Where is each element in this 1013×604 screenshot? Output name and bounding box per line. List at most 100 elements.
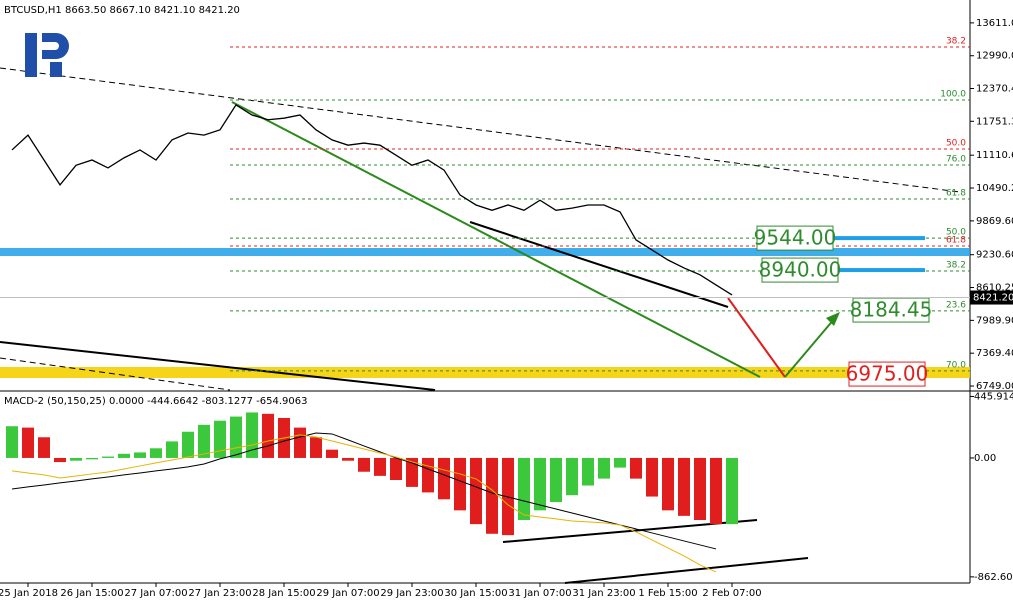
fib-label: 38.2: [946, 36, 966, 46]
histogram-bar: [534, 457, 546, 511]
histogram-bar: [678, 457, 690, 516]
forecast-arrow: [784, 317, 836, 378]
indicator-line: [11, 434, 717, 573]
histogram-bar: [374, 457, 386, 476]
trend-line: [469, 221, 729, 308]
level-marker: [836, 268, 925, 273]
histogram-bar: [630, 457, 642, 479]
resistance-band: [0, 248, 970, 256]
y-tick-label: 7989.90: [976, 315, 1013, 326]
histogram-bar: [294, 427, 306, 458]
price-box-label: 8940.00: [759, 258, 842, 282]
fib-label: 50.0: [946, 228, 966, 238]
histogram-bar: [470, 457, 482, 525]
fib-label: 100.0: [940, 89, 966, 99]
price-box: [761, 257, 839, 283]
histogram-bar: [614, 457, 626, 468]
fib-label: 38.2: [946, 260, 966, 270]
x-tick-label: 1 Feb 15:00: [638, 588, 697, 599]
y-tick-label: 6749.00: [976, 381, 1013, 392]
histogram-bar: [342, 457, 354, 461]
y-tick-label: 9869.60: [976, 216, 1013, 227]
y-tick-label: -862.605: [974, 572, 1013, 583]
trend-line: [0, 67, 961, 193]
histogram-bar: [134, 452, 146, 458]
histogram-bar: [422, 457, 434, 493]
histogram-bar: [550, 457, 562, 503]
x-tick-label: 29 Jan 23:00: [380, 588, 443, 599]
arrow-head: [826, 312, 840, 326]
x-tick-label: 26 Jan 15:00: [60, 588, 123, 599]
histogram-bar: [694, 457, 706, 520]
trend-line: [231, 101, 761, 378]
y-tick-label: 10490.25: [976, 183, 1013, 194]
histogram-bar: [198, 424, 210, 458]
y-tick-label: 13611.00: [976, 18, 1013, 29]
histogram-bar: [310, 437, 322, 458]
logo: [25, 33, 69, 77]
fib-label: 50.0: [946, 138, 966, 148]
y-tick-label: 0.00: [974, 453, 996, 464]
x-tick-label: 27 Jan 07:00: [124, 588, 187, 599]
histogram-bar: [22, 427, 34, 458]
support-band: [0, 367, 970, 378]
histogram-bar: [262, 413, 274, 458]
histogram-bar: [102, 456, 114, 458]
y-tick-label: 12990.05: [976, 51, 1013, 62]
histogram-bar: [150, 448, 162, 458]
price-box-label: 6975.00: [846, 362, 929, 386]
x-tick-label: 30 Jan 15:00: [444, 588, 507, 599]
histogram-bar: [86, 457, 98, 460]
histogram-bar: [582, 457, 594, 486]
histogram-bar: [454, 457, 466, 511]
y-tick-label: 11110.60: [976, 150, 1013, 161]
histogram-bar: [662, 457, 674, 511]
chart-title: BTCUSD,H1 8663.50 8667.10 8421.10 8421.2…: [4, 5, 240, 16]
y-tick-label: 7369.40: [976, 348, 1013, 359]
trend-line: [0, 341, 436, 391]
y-tick-label: 12370.40: [976, 84, 1013, 95]
histogram-bar: [166, 441, 178, 458]
last-price-label: 8421.20: [973, 293, 1013, 304]
indicator-title: MACD-2 (50,150,25) 0.0000 -444.6642 -803…: [4, 396, 308, 407]
price-box: [852, 297, 930, 323]
histogram-bar: [518, 457, 530, 520]
histogram-bar: [390, 457, 402, 481]
histogram-bar: [438, 457, 450, 500]
histogram-bar: [598, 457, 610, 479]
histogram-bar: [214, 420, 226, 458]
fib-label: 76.0: [946, 154, 966, 164]
price-box: [848, 361, 926, 387]
histogram-bar: [358, 457, 370, 472]
trend-line: [0, 357, 231, 391]
histogram-bar: [182, 431, 194, 458]
price-line: [11, 104, 733, 296]
histogram-bar: [54, 457, 66, 463]
fib-label: 23.6: [946, 300, 966, 310]
forecast-arrow: [727, 297, 786, 378]
x-tick-label: 27 Jan 23:00: [188, 588, 251, 599]
histogram-bar: [38, 437, 50, 458]
histogram-bar: [326, 449, 338, 458]
y-tick-label: 9230.60: [976, 250, 1013, 261]
y-tick-label: 11751.30: [976, 116, 1013, 127]
histogram-bar: [726, 457, 738, 525]
level-marker: [831, 236, 925, 241]
fib-label: 70.0: [946, 360, 966, 370]
histogram-bar: [230, 416, 242, 458]
x-tick-label: 2 Feb 07:00: [702, 588, 761, 599]
histogram-bar: [118, 453, 130, 458]
histogram-bar: [710, 457, 722, 525]
histogram-bar: [246, 412, 258, 458]
price-box-label: 9544.00: [754, 226, 837, 250]
last-price-tag: [970, 290, 1013, 305]
fib-label: 61.8: [946, 188, 966, 198]
price-box: [756, 225, 834, 251]
histogram-bar: [406, 457, 418, 487]
price-box-label: 8184.45: [850, 298, 933, 322]
x-tick-label: 31 Jan 07:00: [508, 588, 571, 599]
histogram-bar: [566, 457, 578, 496]
y-tick-label: 445.914: [974, 391, 1013, 402]
indicator-line: [11, 432, 717, 550]
